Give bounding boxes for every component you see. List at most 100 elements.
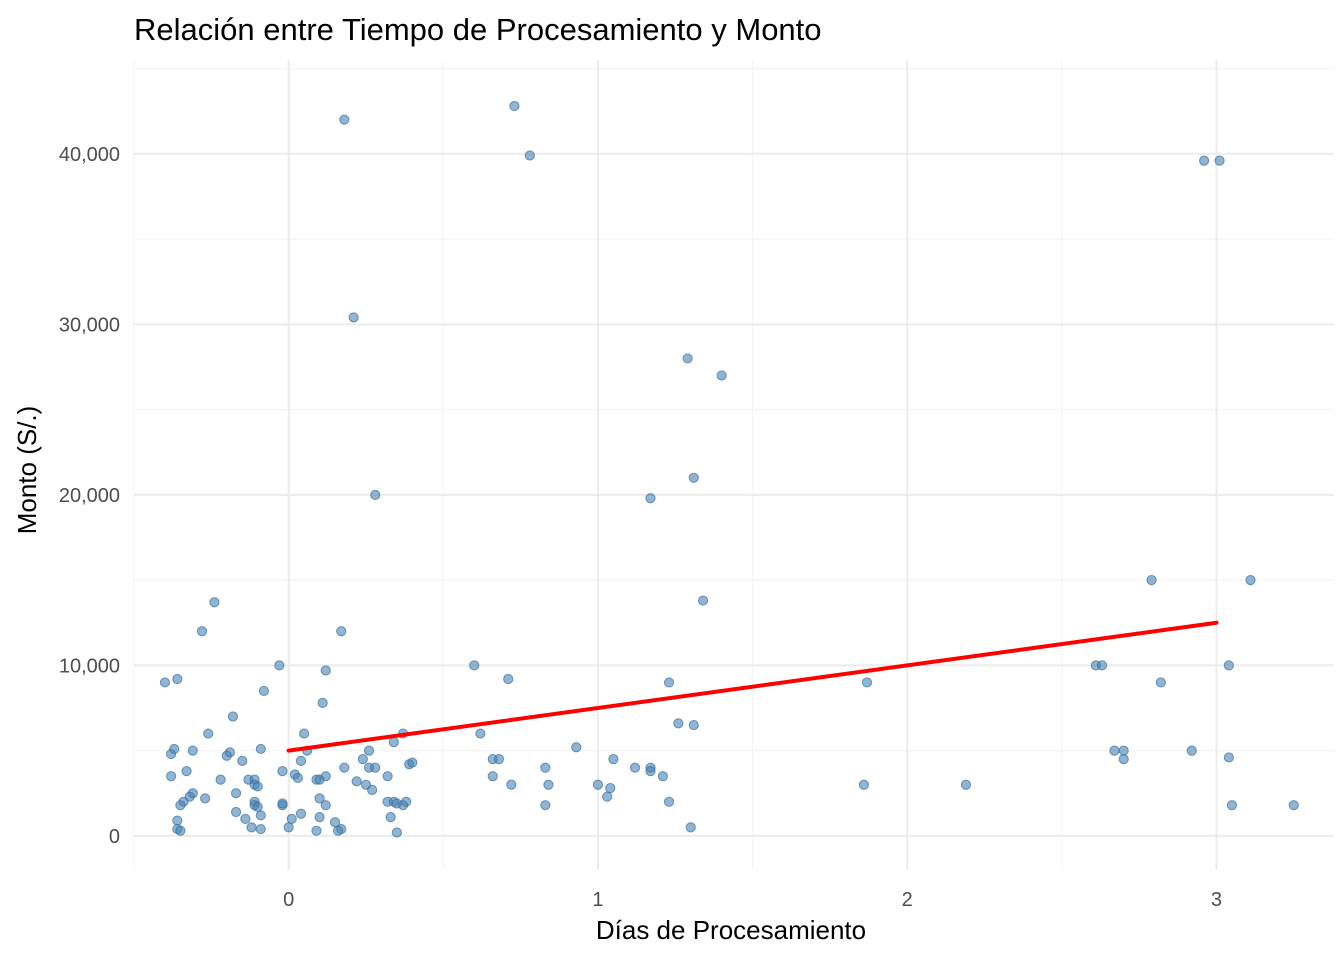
scatter-point [348,312,359,323]
scatter-point [1223,752,1234,763]
trend-line-group [286,620,1219,753]
scatter-point [200,793,211,804]
y-axis-title: Monto (S/.) [12,406,42,535]
scatter-point [237,755,248,766]
scatter-point [645,493,656,504]
scatter-point [697,595,709,606]
scatter-point [1186,745,1197,756]
scatter-point [221,750,232,761]
scatter-point [314,793,325,804]
x-axis-tick-labels: 0 1 2 3 [283,889,1222,911]
scatter-point [506,779,517,790]
scatter-point [255,743,266,755]
scatter-point [277,765,288,777]
scatter-point [159,677,171,688]
scatter-point [1146,575,1157,586]
scatter-point [339,114,350,125]
scatter-point [571,742,582,753]
scatter-point [203,728,214,739]
scatter-point [363,745,375,756]
trend-line [286,620,1219,753]
y-tick-label: 10,000 [59,655,120,677]
scatter-point [1199,155,1210,166]
scatter-point [240,813,251,824]
scatter-point [391,827,402,838]
scatter-point [858,779,869,790]
minor-horizontal-gridlines [134,67,1334,752]
scatter-point [960,779,972,790]
major-horizontal-gridlines [134,152,1334,837]
scatter-point [357,754,368,765]
scatter-point [407,757,418,768]
scatter-point [592,779,604,790]
scatter-point [246,822,257,833]
scatter-point [209,597,220,608]
scatter-point [172,815,183,826]
scatter-point [688,472,699,483]
scatter-point [382,771,393,782]
scatter-point [629,762,641,773]
scatter-point [509,100,520,112]
y-tick-label: 30,000 [59,314,120,336]
scatter-point [1226,800,1238,811]
scatter-point [673,718,684,729]
scatter-point [283,822,294,833]
scatter-point [187,745,198,756]
scatter-point [295,755,307,766]
scatter-point [1109,745,1120,756]
scatter-point [663,677,675,688]
scatter-point [317,697,328,708]
scatter-point [524,150,535,161]
scatter-point [181,765,192,777]
minor-vertical-gridlines [133,60,1063,870]
scatter-point [493,754,505,765]
scatter-point [540,800,551,811]
scatter-point [385,812,396,823]
scatter-point [605,783,616,794]
scatter-point [320,665,331,676]
x-tick-label: 1 [592,889,603,911]
y-tick-label: 40,000 [59,144,120,166]
scatter-point [215,774,226,785]
data-points [159,100,1299,838]
scatter-point [1155,677,1166,688]
scatter-point [255,823,266,835]
scatter-point [1245,575,1256,586]
scatter-point [274,660,285,671]
scatter-point [645,765,656,777]
scatter-point [286,813,297,824]
scatter-point [227,711,239,722]
scatter-point [333,825,344,836]
scatter-point [401,796,412,807]
scatter-point [336,626,347,637]
scatter-point [1214,155,1225,166]
scatter-point [685,822,696,833]
scatter-point [299,728,310,739]
scatter-point [367,784,378,795]
y-axis-tick-labels: 0 10,000 20,000 30,000 40,000 [59,144,120,848]
scatter-point [292,772,304,784]
x-tick-label: 2 [902,889,913,911]
x-axis-title: Días de Procesamiento [596,915,866,945]
scatter-point [166,771,177,782]
scatter-point [540,762,551,773]
scatter-point [370,762,381,773]
chart-title: Relación entre Tiempo de Procesamiento y… [134,12,822,47]
x-tick-label: 0 [283,889,294,911]
scatter-point [339,762,350,773]
scatter-point [255,810,266,821]
scatter-point [196,626,208,637]
scatter-point [503,673,514,685]
scatter-point [1118,745,1129,756]
scatter-point [295,808,307,819]
scatter-point [169,743,180,755]
scatter-point [172,673,183,685]
scatter-point [320,771,331,782]
scatter-point [688,719,699,731]
major-vertical-gridlines [287,60,1218,870]
scatter-point [370,489,381,500]
scatter-point [475,728,486,739]
scatter-point [230,806,242,818]
scatter-point [351,776,362,787]
